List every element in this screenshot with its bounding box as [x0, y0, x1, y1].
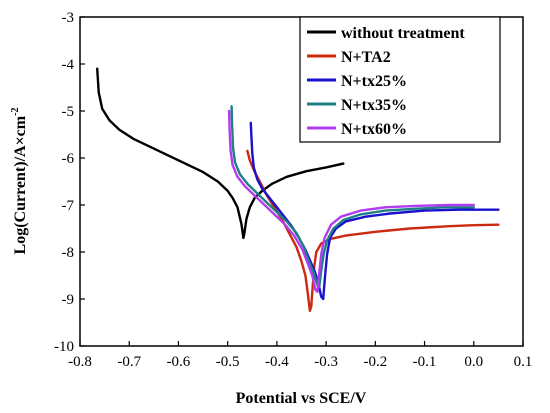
- y-tick-label: -6: [62, 151, 75, 167]
- legend-label-2: N+tx25%: [341, 73, 407, 90]
- y-axis-label-main: Log(Current)/A×cm: [12, 115, 29, 254]
- x-tick-label: -0.5: [216, 354, 240, 370]
- x-axis-label: Potential vs SCE/V: [236, 390, 367, 407]
- y-tick-label: -8: [62, 245, 75, 261]
- x-tick-label: -0.6: [167, 354, 191, 370]
- y-tick-label: -3: [62, 10, 75, 26]
- curves-group: [95, 67, 500, 312]
- legend-label-1: N+TA2: [341, 49, 391, 66]
- y-axis: -10 -9 -8 -7 -6 -5 -4 -3: [54, 10, 85, 355]
- x-tick-label: -0.3: [314, 354, 338, 370]
- y-tick-label: -10: [54, 339, 74, 355]
- x-tick-label: -0.4: [265, 354, 289, 370]
- legend-label-3: N+tx35%: [341, 97, 407, 114]
- series-line-1: [246, 149, 500, 312]
- x-tick-label: -0.1: [413, 354, 437, 370]
- x-tick-label: 0.1: [514, 354, 533, 370]
- y-tick-label: -9: [62, 292, 75, 308]
- series-line-0: [95, 67, 345, 240]
- series-line-4: [227, 109, 475, 294]
- x-tick-label: -0.8: [68, 354, 92, 370]
- x-tick-label: -0.2: [363, 354, 387, 370]
- legend-label-0: without treatment: [341, 25, 465, 42]
- x-axis: -0.8 -0.7 -0.6 -0.5 -0.4 -0.3 -0.2 -0.1 0.0 0.1: [68, 341, 532, 370]
- y-axis-label-superscript: -2: [10, 108, 21, 116]
- legend: without treatment N+TA2 N+tx25% N+tx35% N+tx…: [299, 16, 501, 143]
- y-tick-label: -4: [62, 57, 75, 73]
- legend-label-4: N+tx60%: [341, 121, 407, 138]
- y-tick-label: -5: [62, 104, 75, 120]
- y-tick-label: -7: [62, 198, 75, 214]
- x-tick-label: 0.0: [464, 354, 483, 370]
- x-tick-label: -0.7: [117, 354, 141, 370]
- y-axis-label: Log(Current)/A×cm-2: [10, 108, 29, 255]
- series-line-2: [249, 121, 500, 301]
- series-line-3: [230, 105, 475, 289]
